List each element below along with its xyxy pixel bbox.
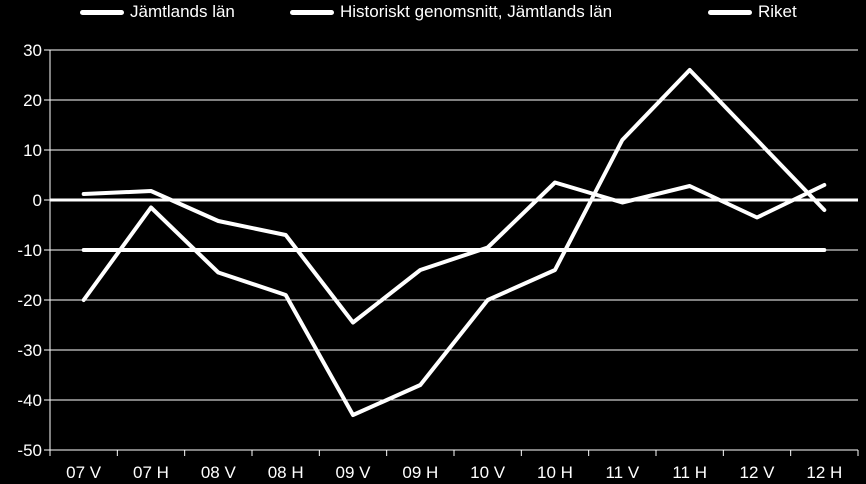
y-tick-label: 30: [23, 41, 42, 60]
x-tick-label: 12 H: [806, 463, 842, 482]
x-tick-label: 08 H: [268, 463, 304, 482]
legend-label-jamtland: Jämtlands län: [130, 2, 235, 21]
series-riket-line: [81, 180, 827, 325]
legend-swatch-jamtland: [80, 9, 124, 15]
y-tick-label: 10: [23, 141, 42, 160]
y-tick-label: -50: [17, 441, 42, 460]
legend: Jämtlands län Historiskt genomsnitt, Jäm…: [0, 0, 866, 24]
y-tick-label: 0: [33, 191, 42, 210]
x-tick-label: 07 V: [66, 463, 102, 482]
x-tick-label: 07 H: [133, 463, 169, 482]
legend-item-historiskt: Historiskt genomsnitt, Jämtlands län: [290, 2, 612, 22]
series-jamtland-line: [81, 68, 827, 417]
legend-swatch-riket: [708, 9, 752, 15]
x-tick-label: 09 H: [402, 463, 438, 482]
x-tick-label: 08 V: [201, 463, 237, 482]
legend-swatch-historiskt: [290, 9, 334, 15]
x-tick-label: 11 H: [672, 463, 707, 482]
y-tick-label: -40: [17, 391, 42, 410]
x-tick-label: 12 V: [740, 463, 776, 482]
x-tick-label: 10 H: [537, 463, 573, 482]
legend-item-jamtland: Jämtlands län: [80, 2, 235, 22]
legend-item-riket: Riket: [708, 2, 797, 22]
y-tick-label: -20: [17, 291, 42, 310]
y-tick-label: -10: [17, 241, 42, 260]
legend-label-historiskt: Historiskt genomsnitt, Jämtlands län: [340, 2, 613, 21]
x-tick-label: 09 V: [336, 463, 372, 482]
x-tick-label: 10 V: [470, 463, 506, 482]
y-tick-label: 20: [23, 91, 42, 110]
y-tick-label: -30: [17, 341, 42, 360]
legend-label-riket: Riket: [758, 2, 797, 21]
x-tick-label: 11 V: [605, 463, 639, 482]
